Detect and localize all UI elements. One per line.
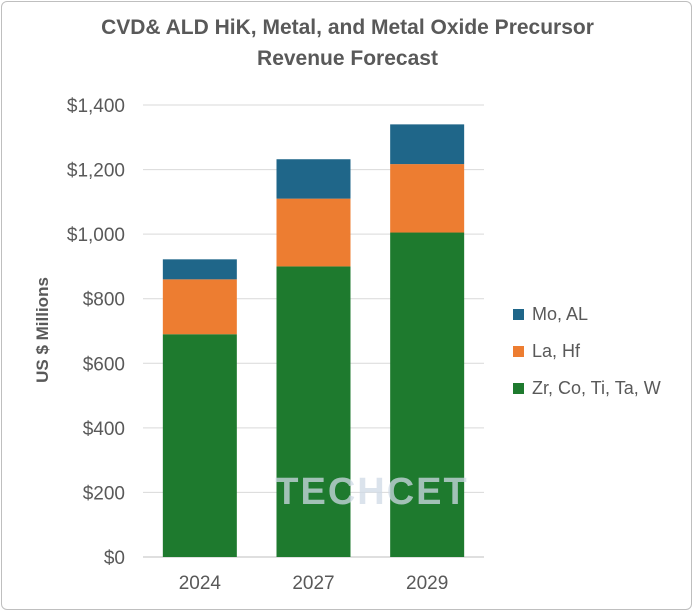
legend-swatch-la-hf bbox=[513, 346, 524, 357]
bar-zr-co-ti-ta-w-2029 bbox=[390, 232, 465, 557]
y-axis-label: US $ Millions bbox=[33, 277, 52, 383]
y-axis-ticks: $0 $200 $400 $600 $800 $1,000 $1,200 $1,400 bbox=[67, 96, 125, 569]
bar-mo-al-2024 bbox=[162, 259, 237, 280]
chart-title-line-1: CVD& ALD HiK, Metal, and Metal Oxide Pre… bbox=[101, 16, 594, 39]
legend-item-zr-co-ti-ta-w: Zr, Co, Ti, Ta, W bbox=[513, 370, 661, 407]
bar-la-hf-2024 bbox=[162, 279, 237, 335]
x-tick-label-2027: 2027 bbox=[292, 573, 334, 594]
watermark-logo: TECHCET bbox=[275, 471, 468, 513]
x-tick-label-2029: 2029 bbox=[406, 573, 448, 594]
legend-swatch-mo-al bbox=[513, 309, 524, 320]
x-tick-label-2024: 2024 bbox=[179, 573, 222, 594]
y-tick-label: $800 bbox=[83, 290, 125, 311]
bar-la-hf-2029 bbox=[390, 164, 465, 233]
y-tick-label: $600 bbox=[83, 354, 125, 375]
bars bbox=[162, 124, 465, 557]
chart-title: CVD& ALD HiK, Metal, and Metal Oxide Pre… bbox=[0, 12, 695, 74]
legend-label-mo-al: Mo, AL bbox=[532, 304, 589, 324]
legend-label-la-hf: La, Hf bbox=[532, 341, 581, 361]
y-tick-label: $1,400 bbox=[67, 96, 125, 117]
y-tick-label: $400 bbox=[83, 419, 125, 440]
bar-zr-co-ti-ta-w-2024 bbox=[162, 334, 237, 557]
x-axis-ticks: 2024 2027 2029 bbox=[179, 573, 449, 594]
bar-mo-al-2027 bbox=[276, 159, 351, 199]
legend-label-zr-co-ti-ta-w: Zr, Co, Ti, Ta, W bbox=[532, 378, 661, 398]
y-tick-label: $1,000 bbox=[67, 225, 125, 246]
y-tick-label: $1,200 bbox=[67, 161, 125, 182]
legend-item-mo-al: Mo, AL bbox=[513, 296, 661, 333]
y-tick-label: $0 bbox=[104, 548, 125, 569]
bar-zr-co-ti-ta-w-2027 bbox=[276, 266, 351, 557]
legend: Mo, AL La, Hf Zr, Co, Ti, Ta, W bbox=[513, 296, 661, 407]
legend-swatch-zr-co-ti-ta-w bbox=[513, 383, 524, 394]
y-tick-label: $200 bbox=[83, 483, 125, 504]
legend-item-la-hf: La, Hf bbox=[513, 333, 661, 370]
bar-la-hf-2027 bbox=[276, 198, 351, 267]
chart-title-line-2: Revenue Forecast bbox=[257, 47, 438, 70]
bar-mo-al-2029 bbox=[390, 124, 465, 165]
